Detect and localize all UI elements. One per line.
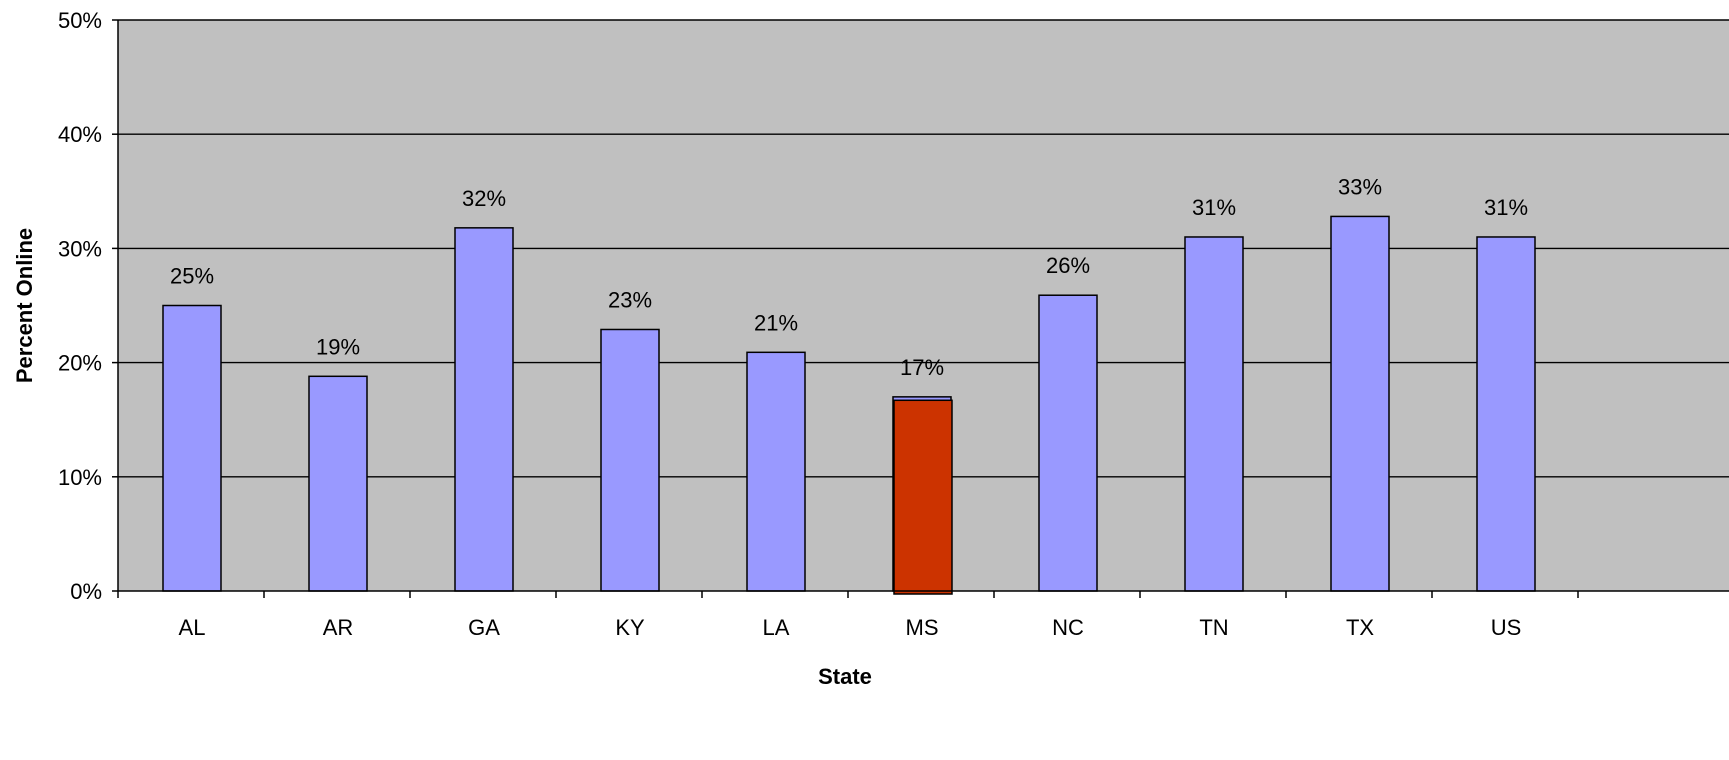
data-label-ms: 17%: [900, 355, 944, 380]
bar-la: [746, 351, 806, 592]
bar-us: [1476, 236, 1536, 592]
y-tick-label-5: 50%: [58, 8, 102, 33]
bar-ga: [454, 227, 514, 592]
y-tick-label-0: 0%: [70, 579, 102, 604]
data-label-tn: 31%: [1192, 195, 1236, 220]
x-tick-label-tx: TX: [1346, 615, 1374, 640]
axes: [112, 19, 1729, 598]
gridlines: [118, 19, 1729, 478]
x-tick-label-nc: NC: [1052, 615, 1084, 640]
data-label-al: 25%: [170, 264, 214, 289]
bar-tn: [1184, 236, 1244, 592]
data-label-ar: 19%: [316, 334, 360, 359]
data-label-nc: 26%: [1046, 253, 1090, 278]
labels: 25% AL 19% AR 32% GA 23% KY 21% LA 17% MS 26% NC 31% TN…: [58, 8, 1528, 640]
x-tick-label-ky: KY: [615, 615, 645, 640]
data-label-la: 21%: [754, 310, 798, 335]
bar-tx: [1330, 215, 1390, 592]
x-tick-label-tn: TN: [1199, 615, 1228, 640]
x-tick-label-al: AL: [179, 615, 206, 640]
data-label-ga: 32%: [462, 186, 506, 211]
data-label-tx: 33%: [1338, 174, 1382, 199]
y-tick-label-4: 40%: [58, 122, 102, 147]
x-tick-label-ga: GA: [468, 615, 500, 640]
x-axis-title: State: [818, 664, 872, 689]
data-label-ky: 23%: [608, 287, 652, 312]
x-tick-label-ms: MS: [906, 615, 939, 640]
bar-ar: [308, 375, 368, 592]
bars: [162, 215, 1536, 595]
data-label-us: 31%: [1484, 195, 1528, 220]
y-tick-label-1: 10%: [58, 465, 102, 490]
x-tick-label-la: LA: [763, 615, 790, 640]
bar-nc: [1038, 294, 1098, 592]
y-tick-label-2: 20%: [58, 351, 102, 376]
bar-ky: [600, 328, 660, 592]
highlight-bar-ms: [893, 399, 953, 595]
x-tick-label-us: US: [1491, 615, 1522, 640]
y-axis-title: Percent Online: [12, 228, 37, 383]
y-tick-label-3: 30%: [58, 236, 102, 261]
bar-al: [162, 304, 222, 592]
x-tick-label-ar: AR: [323, 615, 354, 640]
